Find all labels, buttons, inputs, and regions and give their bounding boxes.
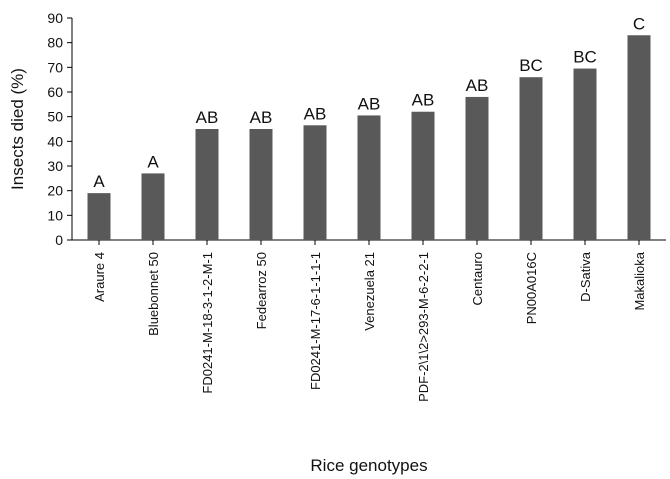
x-axis	[72, 239, 666, 245]
bar	[627, 35, 651, 241]
y-tick-label: 30	[47, 158, 63, 174]
bar	[573, 68, 597, 240]
category-label: Venezuela 21	[362, 252, 377, 331]
category-label: FD0241-M-17-6-1-1-1-1	[308, 252, 323, 390]
y-tick-label: 90	[47, 10, 63, 26]
y-tick-label: 20	[47, 183, 63, 199]
category-label: PN00A016C	[524, 252, 539, 324]
significance-label: AB	[466, 76, 489, 95]
y-tick-label: 70	[47, 59, 63, 75]
significance-label: AB	[250, 108, 273, 127]
category-label: PDF-2\1\2>293-M-6-2-2-1	[416, 252, 431, 402]
y-tick-label: 40	[47, 133, 63, 149]
significance-label: AB	[412, 91, 435, 110]
category-label: Makalioka	[632, 251, 647, 310]
category-label: FD0241-M-18-3-1-2-M-1	[200, 252, 215, 394]
significance-label: AB	[304, 104, 327, 123]
category-label: Centauro	[470, 252, 485, 305]
y-tick-label: 60	[47, 84, 63, 100]
y-axis: 0 10 20 30 40 50 60 70 80 90	[47, 10, 73, 248]
significance-label: BC	[519, 56, 543, 75]
significance-label: AB	[196, 108, 219, 127]
significance-label: A	[93, 172, 105, 191]
bar	[519, 77, 543, 240]
bars	[87, 35, 651, 241]
significance-label: C	[633, 14, 645, 33]
y-tick-label: 80	[47, 35, 63, 51]
y-tick-label: 50	[47, 109, 63, 125]
category-label: D-Sativa	[578, 251, 593, 302]
y-axis-title: Insects died (%)	[8, 68, 27, 190]
significance-label: A	[147, 152, 159, 171]
bar	[195, 129, 219, 240]
category-label: Bluebonnet 50	[146, 252, 161, 336]
bar	[465, 96, 489, 240]
bar	[249, 129, 273, 240]
bar	[411, 111, 435, 240]
category-label: Araure 4	[92, 252, 107, 302]
category-label: Fedearroz 50	[254, 252, 269, 329]
category-labels: Araure 4 Bluebonnet 50 FD0241-M-18-3-1-2-M…	[92, 251, 647, 402]
y-tick-label: 10	[47, 207, 63, 223]
significance-label: BC	[573, 48, 597, 67]
bar	[141, 173, 165, 240]
bar	[357, 115, 381, 240]
bar	[303, 125, 327, 240]
bar	[87, 193, 111, 240]
y-tick-label: 0	[55, 232, 63, 248]
x-axis-title: Rice genotypes	[310, 456, 427, 475]
significance-labels: A A AB AB AB AB AB AB BC BC C	[93, 14, 645, 191]
significance-label: AB	[358, 94, 381, 113]
